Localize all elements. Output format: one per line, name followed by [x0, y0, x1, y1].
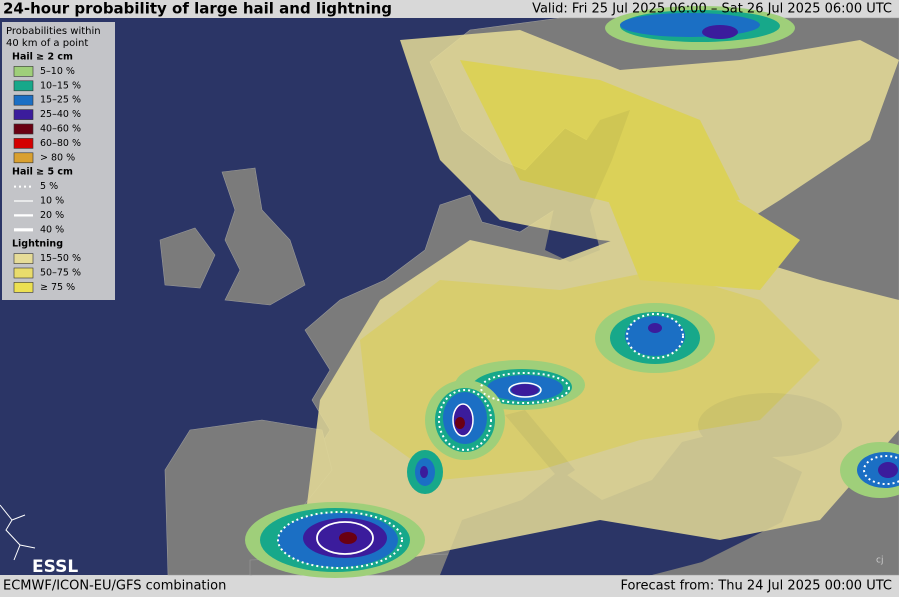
legend-label: 50–75 %: [40, 268, 81, 279]
legend-swatch: [13, 138, 34, 149]
legend-label: 40–60 %: [40, 124, 81, 135]
logo: ESSL: [32, 557, 78, 577]
legend-swatch: [13, 267, 34, 279]
legend-section-title: Lightning: [12, 239, 63, 250]
legend-label: 25–40 %: [40, 109, 81, 120]
legend-swatch: [13, 66, 34, 77]
legend-heading: Probabilities within: [6, 26, 101, 37]
legend-swatch: [13, 123, 34, 135]
legend-label: 15–50 %: [40, 253, 81, 264]
hail-areas: [245, 6, 899, 578]
footer-forecast: Forecast from: Thu 24 Jul 2025 00:00 UTC: [620, 579, 892, 594]
title: 24-hour probability of large hail and li…: [3, 0, 392, 18]
legend-swatch: [13, 152, 34, 164]
legend-label: 5–10 %: [40, 66, 75, 77]
legend-heading: 40 km of a point: [6, 38, 88, 49]
initials: cj: [876, 556, 883, 566]
legend-swatch: [13, 253, 34, 264]
great-britain: [221, 167, 306, 306]
legend-label: 10 %: [40, 196, 64, 207]
lightning-high: [460, 60, 740, 210]
ireland: [159, 227, 216, 289]
legend-label: 15–25 %: [40, 95, 81, 106]
legend-label: 40 %: [40, 224, 64, 235]
legend-label: 5 %: [40, 181, 58, 192]
legend-label: 60–80 %: [40, 138, 81, 149]
lightning-high: [600, 180, 800, 290]
footer-models: ECMWF/ICON-EU/GFS combination: [3, 579, 226, 594]
legend-swatch: [13, 94, 34, 106]
legend-label: 20 %: [40, 210, 64, 221]
legend-swatch: [13, 80, 34, 92]
legend-swatch: [13, 109, 34, 120]
valid-time: Valid: Fri 25 Jul 2025 06:00 – Sat 26 Ju…: [532, 2, 892, 17]
legend-section-title: Hail ≥ 5 cm: [12, 167, 73, 178]
legend-label: 10–15 %: [40, 80, 81, 91]
lightning-areas: [300, 30, 899, 560]
logo-lightning: [0, 504, 36, 561]
legend-label: > 80 %: [40, 152, 75, 163]
legend-label: ≥ 75 %: [40, 282, 75, 293]
legend-swatch: [13, 282, 34, 293]
legend-section-title: Hail ≥ 2 cm: [12, 52, 73, 63]
